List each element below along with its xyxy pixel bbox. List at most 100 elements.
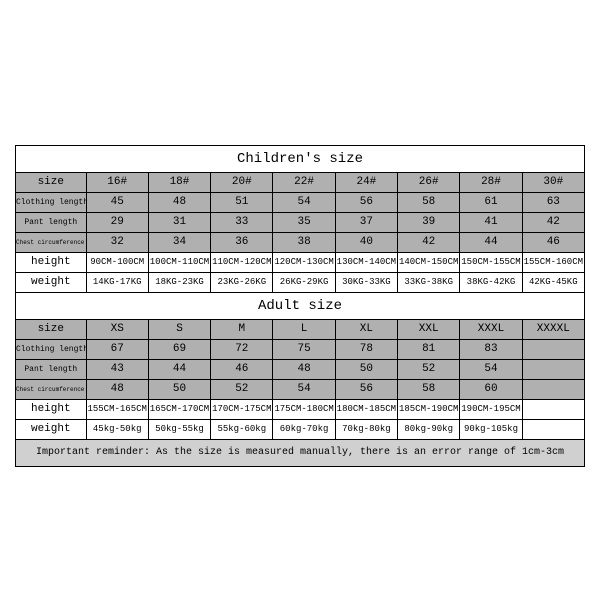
cell: 170CM-175CM [211, 400, 273, 420]
cell: 54 [273, 380, 335, 400]
cell: 14KG-17KG [86, 273, 148, 293]
cell: 56 [335, 380, 397, 400]
col-header: S [148, 320, 210, 340]
cell: 67 [86, 340, 148, 360]
cell: 56 [335, 193, 397, 213]
cell: 52 [211, 380, 273, 400]
cell: 72 [211, 340, 273, 360]
cell: 39 [398, 213, 460, 233]
cell: 50kg-55kg [148, 420, 210, 440]
col-header: XXXL [460, 320, 522, 340]
cell: 36 [211, 233, 273, 253]
cell: 46 [211, 360, 273, 380]
cell: 55kg-60kg [211, 420, 273, 440]
row-label: Clothing length [16, 340, 87, 360]
children-title: Children's size [16, 146, 585, 173]
cell [522, 360, 584, 380]
row-label: weight [16, 420, 87, 440]
cell: 69 [148, 340, 210, 360]
cell: 60 [460, 380, 522, 400]
cell: 150CM-155CM [460, 253, 522, 273]
cell: 42 [522, 213, 584, 233]
cell: 43 [86, 360, 148, 380]
size-chart: Children's size size 16# 18# 20# 22# 24#… [15, 145, 585, 467]
cell: 48 [148, 193, 210, 213]
cell: 48 [273, 360, 335, 380]
col-header: XXL [398, 320, 460, 340]
cell: 42 [398, 233, 460, 253]
row-label: Pant length [16, 360, 87, 380]
cell: 32 [86, 233, 148, 253]
size-table: Children's size size 16# 18# 20# 22# 24#… [15, 145, 585, 467]
row-label: weight [16, 273, 87, 293]
cell: 165CM-170CM [148, 400, 210, 420]
cell: 63 [522, 193, 584, 213]
cell: 190CM-195CM [460, 400, 522, 420]
cell: 54 [273, 193, 335, 213]
col-header: 16# [86, 173, 148, 193]
cell: 175CM-180CM [273, 400, 335, 420]
cell: 46 [522, 233, 584, 253]
cell: 75 [273, 340, 335, 360]
cell: 61 [460, 193, 522, 213]
col-header: 26# [398, 173, 460, 193]
col-header: M [211, 320, 273, 340]
col-header: XL [335, 320, 397, 340]
cell: 130CM-140CM [335, 253, 397, 273]
cell: 31 [148, 213, 210, 233]
cell: 58 [398, 380, 460, 400]
cell [522, 380, 584, 400]
cell: 81 [398, 340, 460, 360]
col-header: 18# [148, 173, 210, 193]
cell: 180CM-185CM [335, 400, 397, 420]
cell [522, 420, 584, 440]
cell: 18KG-23KG [148, 273, 210, 293]
cell: 33 [211, 213, 273, 233]
cell: 37 [335, 213, 397, 233]
adult-title: Adult size [16, 293, 585, 320]
cell: 38KG-42KG [460, 273, 522, 293]
col-header: XXXXL [522, 320, 584, 340]
cell: 50 [148, 380, 210, 400]
cell: 44 [148, 360, 210, 380]
row-label: height [16, 253, 87, 273]
cell: 185CM-190CM [398, 400, 460, 420]
row-label: Chest circumference 1/2 [16, 380, 87, 400]
col-header: 24# [335, 173, 397, 193]
col-header: L [273, 320, 335, 340]
cell: 155CM-165CM [86, 400, 148, 420]
cell: 58 [398, 193, 460, 213]
row-label: Chest circumference 1/2 [16, 233, 87, 253]
cell: 120CM-130CM [273, 253, 335, 273]
cell: 45 [86, 193, 148, 213]
cell: 70kg-80kg [335, 420, 397, 440]
cell: 52 [398, 360, 460, 380]
cell: 90CM-100CM [86, 253, 148, 273]
cell: 60kg-70kg [273, 420, 335, 440]
cell: 48 [86, 380, 148, 400]
col-header: 28# [460, 173, 522, 193]
cell [522, 400, 584, 420]
row-label: size [16, 320, 87, 340]
cell: 100CM-110CM [148, 253, 210, 273]
cell: 110CM-120CM [211, 253, 273, 273]
cell: 45kg-50kg [86, 420, 148, 440]
cell: 54 [460, 360, 522, 380]
cell: 83 [460, 340, 522, 360]
col-header: 22# [273, 173, 335, 193]
col-header: 30# [522, 173, 584, 193]
cell: 38 [273, 233, 335, 253]
row-label: Clothing length [16, 193, 87, 213]
cell: 51 [211, 193, 273, 213]
cell: 44 [460, 233, 522, 253]
row-label: size [16, 173, 87, 193]
reminder-note: Important reminder: As the size is measu… [16, 440, 585, 467]
cell: 34 [148, 233, 210, 253]
col-header: XS [86, 320, 148, 340]
cell: 33KG-38KG [398, 273, 460, 293]
row-label: Pant length [16, 213, 87, 233]
cell: 140CM-150CM [398, 253, 460, 273]
cell: 40 [335, 233, 397, 253]
cell: 29 [86, 213, 148, 233]
col-header: 20# [211, 173, 273, 193]
